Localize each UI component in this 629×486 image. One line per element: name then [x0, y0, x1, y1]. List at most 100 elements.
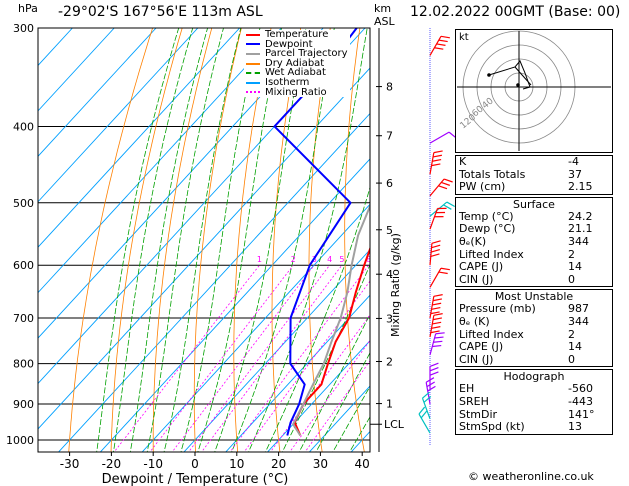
isotherm--120 [38, 28, 73, 67]
surface-label: Dewp (°C) [459, 222, 516, 236]
hodograph-table-label: SREH [459, 394, 489, 408]
legend-label: Isotherm [265, 76, 310, 88]
isotherm--10 [141, 203, 370, 452]
wind-barb-540 [429, 207, 447, 230]
isotherm--100 [38, 28, 157, 157]
legend-label: Dewpoint [265, 38, 313, 50]
legend-label: Mixing Ratio [265, 86, 327, 98]
index-value: -4 [568, 155, 579, 168]
mixing-ratio-line-20 [289, 339, 370, 452]
mixing-ratio-line-15 [269, 314, 370, 452]
index-label: K [459, 155, 467, 168]
dry-adiabat [110, 28, 183, 452]
pressure-tick-400: 400 [13, 120, 34, 133]
most-unstable-label: CIN (J) [459, 352, 494, 366]
legend-swatch [246, 43, 260, 46]
x-axis-label: Dewpoint / Temperature (°C) [102, 472, 289, 486]
isotherm-20 [266, 339, 370, 452]
legend-swatch [246, 52, 260, 55]
surface-value: 21.1 [568, 222, 593, 236]
temp-tick--20: -20 [102, 457, 122, 471]
isotherm--60 [38, 28, 324, 339]
hodograph-box: Hodograph EH -560 SREH -443 StmDir 141° StmSpd… [455, 369, 613, 435]
wet-adiabat [281, 263, 370, 452]
wet-adiabat [214, 28, 307, 452]
wind-barb-980 [418, 406, 431, 434]
wind-barb-640 [429, 267, 450, 288]
mixing-ratio-label-5: 5 [339, 255, 344, 264]
mixing-ratio-label-4: 4 [327, 255, 332, 264]
hodograph-unit-label: kt [459, 32, 469, 43]
surface-box: Surface Temp (°C) 24.2 Dewp (°C) 21.1 θₑ(K) 3… [455, 196, 613, 288]
wet-adiabat [163, 28, 242, 452]
legend-label: Parcel Trajectory [265, 48, 348, 60]
legend-swatch [246, 91, 260, 94]
wind-barb-490 [429, 178, 453, 197]
isotherm--80 [38, 28, 240, 248]
surface-row: θₑ(K) 344 [456, 234, 612, 249]
wind-barb-700 [429, 294, 443, 319]
km-tick-3: 3 [386, 312, 393, 325]
hodograph-table-label: EH [459, 382, 475, 396]
wind-barbs [418, 28, 457, 445]
wet-adiabat [231, 28, 335, 452]
index-label: PW (cm) [459, 180, 506, 194]
lcl-label: LCL [384, 418, 405, 431]
km-tick-4: 4 [386, 268, 393, 281]
hodograph-table-row: StmDir 141° [456, 407, 612, 422]
pressure-tick-800: 800 [13, 358, 34, 371]
wet-adiabat [113, 28, 194, 452]
isotherm--40 [38, 67, 370, 430]
pressure-tick-700: 700 [13, 312, 34, 325]
plot-frame [37, 27, 371, 453]
temp-tick-20: 20 [271, 457, 286, 471]
temp-tick-10: 10 [229, 457, 244, 471]
mixing-ratio-label-1: 1 [257, 255, 262, 264]
profile-lines [273, 28, 370, 437]
hodograph-table-label: StmDir [459, 407, 498, 421]
hodograph-trace-2 [514, 66, 532, 86]
most-unstable-label: Pressure (mb) [459, 302, 536, 316]
copyright-footer[interactable]: © weatheronline.co.uk [468, 470, 594, 483]
index-row: Totals Totals 37 [456, 168, 612, 182]
mixing-ratio-line-4 [188, 264, 330, 452]
surface-label: θₑ(K) [459, 234, 487, 248]
index-row: PW (cm) 2.15 [456, 181, 612, 194]
most-unstable-label: θₑ (K) [459, 314, 490, 328]
mixing-ratio-label-10: 10 [377, 255, 387, 264]
mixing-ratio-line-25 [304, 360, 370, 452]
dry-adiabat [271, 28, 302, 452]
dry-adiabat [68, 28, 153, 452]
dry-adiabat [193, 28, 242, 452]
isotherm--30 [57, 112, 370, 452]
wind-barb-940 [421, 391, 432, 420]
hodograph-trace [488, 60, 531, 90]
wind-barb-420 [429, 131, 457, 144]
surface-row: CAPE (J) 14 [456, 261, 612, 274]
most-unstable-value: 987 [568, 302, 589, 316]
hodograph-table-value: -560 [568, 382, 593, 396]
legend-item-wet-adiabat: Wet Adiabat [246, 68, 348, 78]
index-row: K -4 [456, 155, 612, 169]
isotherm-0 [183, 249, 370, 452]
surface-label: Temp (°C) [459, 209, 514, 223]
temp-tick--30: -30 [60, 457, 80, 471]
series-dewpoint [273, 28, 358, 436]
most-unstable-box: Most Unstable Pressure (mb) 987 θₑ (K) 344 L… [455, 289, 613, 368]
most-unstable-row: Lifted Index 2 [456, 327, 612, 342]
isotherm--70 [38, 28, 282, 294]
most-unstable-row: CAPE (J) 14 [456, 341, 612, 354]
mixing-ratio-label-20: 20 [419, 255, 429, 264]
most-unstable-value: 344 [568, 314, 589, 328]
datetime-title: 12.02.2022 00GMT (Base: 00) [410, 4, 621, 20]
dry-adiabat [413, 28, 450, 457]
km-tick-1: 1 [386, 398, 393, 411]
hodograph-point-storm [516, 83, 520, 87]
legend-item-parcel-trajectory: Parcel Trajectory [246, 49, 348, 59]
most-unstable-row: Pressure (mb) 987 [456, 303, 612, 316]
legend-item-dewpoint: Dewpoint [246, 38, 348, 50]
most-unstable-value: 2 [568, 327, 575, 341]
surface-row: CIN (J) 0 [456, 273, 612, 287]
pressure-tick-600: 600 [13, 259, 34, 272]
